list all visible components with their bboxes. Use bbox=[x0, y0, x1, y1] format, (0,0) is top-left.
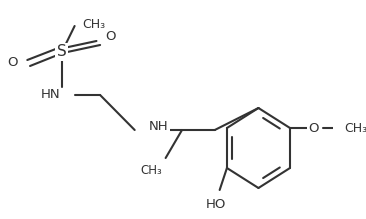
Text: NH: NH bbox=[149, 120, 169, 132]
Text: O: O bbox=[7, 55, 17, 69]
Text: S: S bbox=[57, 44, 67, 60]
Text: HN: HN bbox=[40, 88, 60, 101]
Text: CH₃: CH₃ bbox=[344, 122, 366, 134]
Text: O: O bbox=[309, 122, 319, 134]
Text: CH₃: CH₃ bbox=[140, 164, 162, 177]
Text: CH₃: CH₃ bbox=[82, 18, 105, 30]
Text: O: O bbox=[105, 30, 116, 42]
Text: HO: HO bbox=[206, 198, 226, 211]
